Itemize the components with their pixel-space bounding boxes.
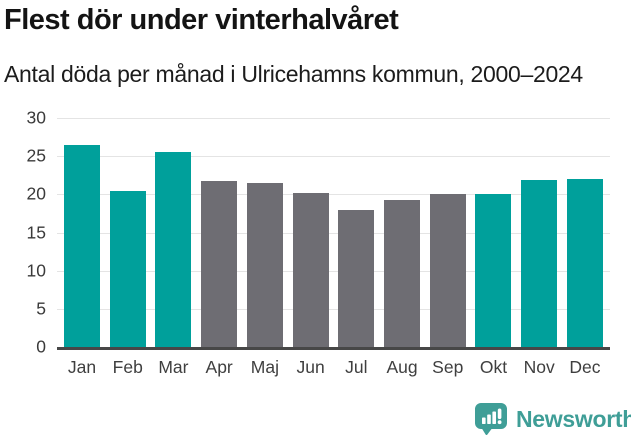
- gridline-25: [57, 156, 610, 158]
- bar-jan: [64, 144, 100, 347]
- bar-apr: [201, 181, 238, 347]
- bar-okt: [475, 194, 512, 347]
- bar-chart-plot-area: [57, 118, 610, 347]
- gridline-5: [57, 308, 610, 310]
- x-tick-label-mar: Mar: [158, 357, 189, 377]
- gridline-20: [57, 194, 610, 196]
- newsworthy-bar-chart-bubble-icon: [475, 403, 507, 436]
- bar-mar: [155, 152, 192, 347]
- brand-name: Newsworthy: [516, 405, 631, 432]
- x-tick-label-sep: Sep: [432, 357, 464, 377]
- y-tick-label-0: 0: [36, 336, 46, 357]
- y-tick-label-25: 25: [26, 145, 46, 166]
- chart-title: Flest dör under vinterhalvåret: [4, 4, 399, 36]
- gridline-10: [57, 270, 610, 272]
- y-tick-label-5: 5: [36, 298, 46, 319]
- gridline-30: [57, 118, 610, 119]
- x-tick-label-nov: Nov: [523, 357, 555, 377]
- newsworthy-logo: Newsworthy: [474, 402, 631, 436]
- x-axis-baseline: [57, 347, 610, 350]
- bar-nov: [521, 179, 558, 347]
- bar-series: [57, 118, 610, 347]
- x-tick-label-okt: Okt: [479, 357, 508, 377]
- y-tick-label-20: 20: [26, 183, 46, 204]
- bar-maj: [246, 182, 283, 347]
- bar-jul: [338, 210, 375, 347]
- y-tick-label-30: 30: [26, 107, 46, 128]
- x-tick-label-apr: Apr: [205, 357, 233, 377]
- y-tick-label-15: 15: [26, 222, 46, 242]
- x-tick-label-jun: Jun: [296, 357, 325, 377]
- bar-dec: [566, 179, 603, 347]
- gridline-15: [57, 232, 610, 234]
- bar-jun: [292, 192, 329, 347]
- x-tick-label-maj: Maj: [250, 357, 279, 377]
- y-tick-label-10: 10: [26, 260, 46, 281]
- x-tick-label-dec: Dec: [569, 357, 601, 377]
- bar-sep: [429, 193, 466, 347]
- bar-aug: [384, 199, 421, 347]
- bar-feb: [109, 190, 146, 347]
- x-axis: Jan Feb Mar Apr Maj Jun Jul Aug Sep Okt Nov Dec: [57, 357, 610, 378]
- x-tick-label-feb: Feb: [112, 357, 143, 377]
- x-tick-label-aug: Aug: [386, 357, 418, 377]
- chart-subtitle: Antal döda per månad i Ulricehamns kommu…: [4, 61, 583, 87]
- x-tick-label-jul: Jul: [345, 357, 368, 377]
- y-axis: 0 5 10 15 20 25 30: [0, 108, 46, 357]
- x-tick-label-jan: Jan: [67, 357, 97, 377]
